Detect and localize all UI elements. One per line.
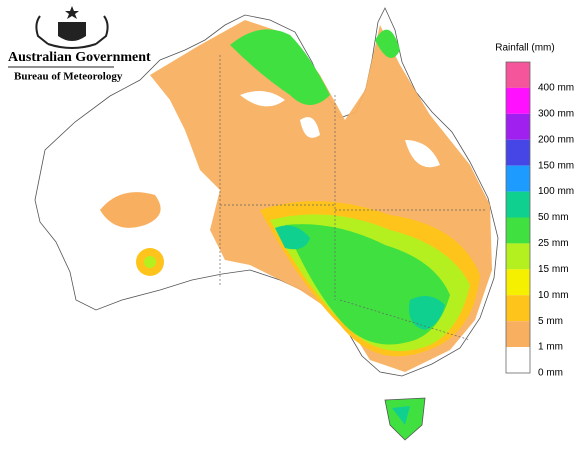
legend-label: 5 mm [538,316,563,327]
legend-swatch [506,165,530,192]
legend-swatch [506,347,530,373]
legend-frame [505,61,531,374]
rain-dry-patch [240,91,440,168]
agency-name: Bureau of Meteorology [14,71,123,83]
legend-label: 25 mm [538,238,569,249]
legend-label: 10 mm [538,290,569,301]
legend-swatch [506,217,530,244]
legend: Rainfall (mm) 400 mm 300 mm 200 mm 150 mm 10… [495,43,574,379]
legend-title: Rainfall (mm) [495,43,554,54]
legend-label: 15 mm [538,264,569,275]
legend-swatch [506,269,530,296]
legend-label: 150 mm [538,160,574,171]
state-border [219,55,485,341]
legend-label: 100 mm [538,186,574,197]
legend-swatch [506,321,530,348]
legend-label: 400 mm [538,83,574,94]
legend-swatch [506,139,530,166]
legend-label: 0 mm [538,368,563,379]
legend-label: 50 mm [538,212,569,223]
rain-green [285,224,450,345]
rain-spot-core [144,256,156,268]
rain-teal [275,225,445,330]
coat-of-arms [35,6,109,49]
org-name: Australian Government [8,50,151,65]
legend-swatch [506,295,530,322]
map [34,7,499,441]
legend-label: 300 mm [538,108,574,119]
rain-light-west [100,192,161,228]
legend-swatch [506,113,530,140]
legend-swatch [506,191,530,218]
legend-swatch [506,243,530,270]
tasmania-teal [392,406,410,425]
legend-label: 1 mm [538,342,563,353]
legend-swatch [506,87,530,114]
legend-swatch [506,62,530,88]
rain-north [230,29,400,105]
legend-label: 200 mm [538,134,574,145]
